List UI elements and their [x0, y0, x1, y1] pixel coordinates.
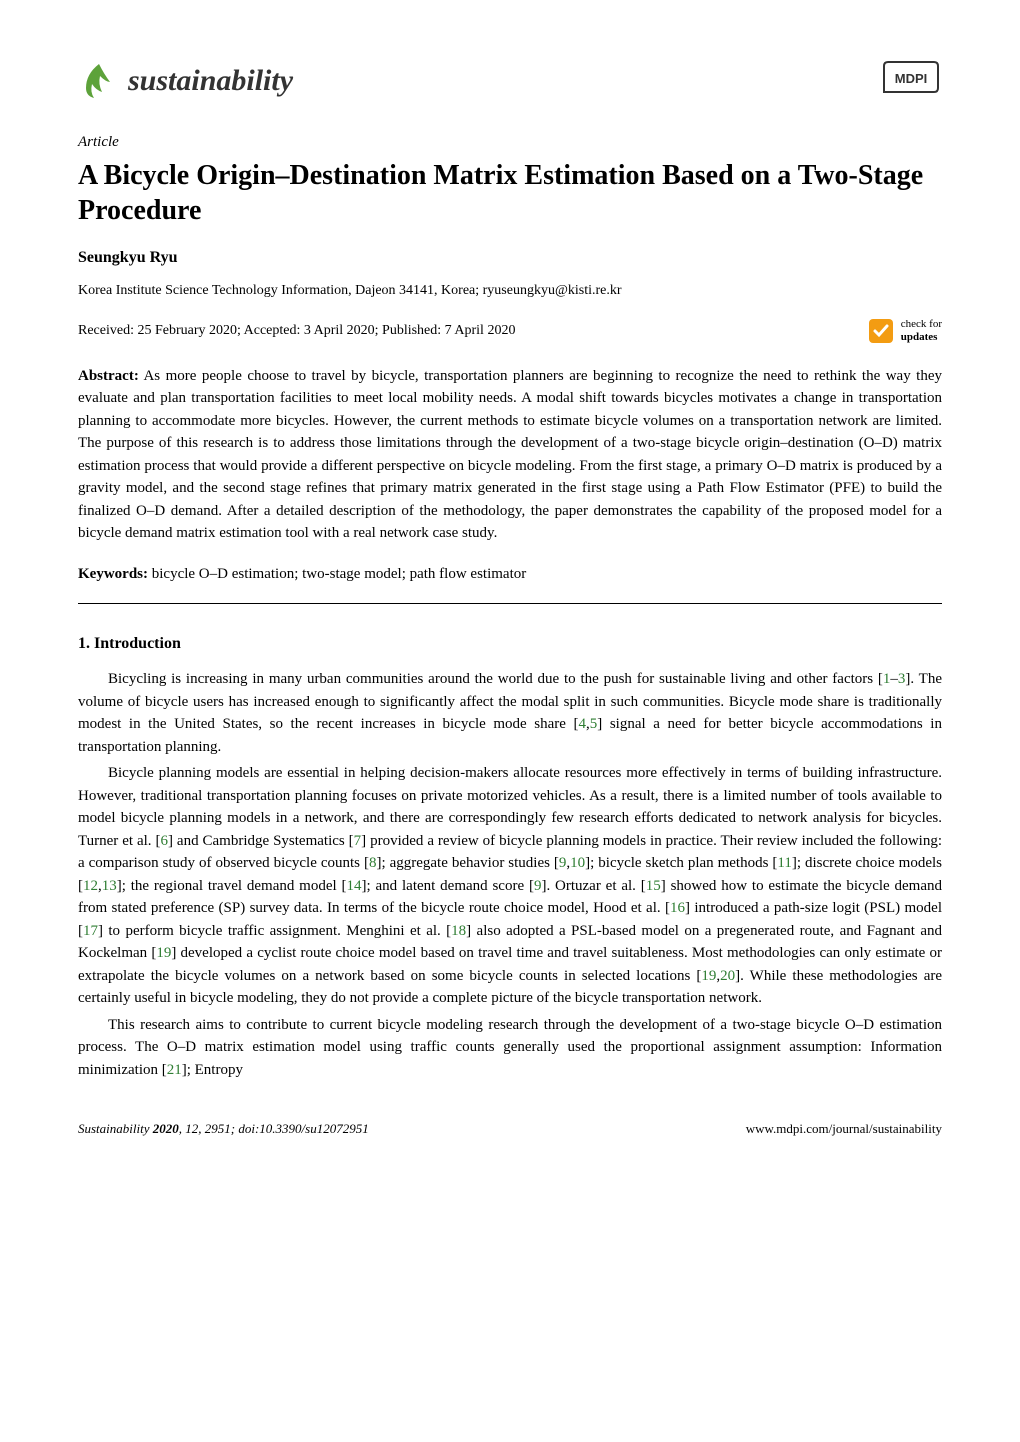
article-label: Article: [78, 131, 942, 154]
abstract-label: Abstract:: [78, 368, 139, 384]
ref-link[interactable]: 13: [102, 878, 117, 894]
check-updates-line2: updates: [901, 331, 942, 343]
keywords: Keywords: bicycle O–D estimation; two-st…: [78, 563, 942, 586]
ref-link[interactable]: 18: [451, 923, 466, 939]
dates-row: Received: 25 February 2020; Accepted: 3 …: [78, 317, 942, 345]
ref-link[interactable]: 15: [646, 878, 661, 894]
author-affiliation: Korea Institute Science Technology Infor…: [78, 280, 942, 301]
abstract-text: As more people choose to travel by bicyc…: [78, 368, 942, 542]
ref-link[interactable]: 17: [83, 923, 98, 939]
publication-dates: Received: 25 February 2020; Accepted: 3 …: [78, 320, 515, 341]
ref-link[interactable]: 11: [777, 855, 791, 871]
article-title: A Bicycle Origin–Destination Matrix Esti…: [78, 158, 942, 228]
journal-name: sustainability: [128, 58, 293, 103]
section-1-heading: 1. Introduction: [78, 632, 942, 656]
ref-link[interactable]: 20: [720, 968, 735, 984]
svg-text:MDPI: MDPI: [895, 71, 928, 86]
page-footer: Sustainability 2020, 12, 2951; doi:10.33…: [78, 1119, 942, 1139]
check-updates-badge[interactable]: check for updates: [867, 317, 942, 345]
footer-citation: Sustainability 2020, 12, 2951; doi:10.33…: [78, 1119, 369, 1139]
author-name: Seungkyu Ryu: [78, 246, 942, 270]
footer-url[interactable]: www.mdpi.com/journal/sustainability: [746, 1119, 942, 1139]
keywords-label: Keywords:: [78, 566, 148, 582]
ref-link[interactable]: 10: [570, 855, 585, 871]
ref-link[interactable]: 19: [701, 968, 716, 984]
intro-para-2: Bicycle planning models are essential in…: [78, 762, 942, 1010]
journal-logo: sustainability: [78, 58, 293, 103]
keywords-text: bicycle O–D estimation; two-stage model;…: [148, 566, 526, 582]
abstract: Abstract: As more people choose to trave…: [78, 365, 942, 545]
ref-link[interactable]: 14: [347, 878, 362, 894]
header: sustainability MDPI: [78, 58, 942, 103]
leaf-icon: [78, 60, 120, 102]
ref-link[interactable]: 6: [160, 833, 168, 849]
mdpi-logo: MDPI: [880, 58, 942, 96]
intro-para-1: Bicycling is increasing in many urban co…: [78, 668, 942, 758]
ref-link[interactable]: 21: [167, 1062, 182, 1078]
divider: [78, 603, 942, 604]
check-updates-line1: check for: [901, 318, 942, 330]
ref-link[interactable]: 16: [670, 900, 685, 916]
ref-link[interactable]: 19: [156, 945, 171, 961]
ref-link[interactable]: 4: [579, 716, 587, 732]
intro-para-3: This research aims to contribute to curr…: [78, 1014, 942, 1082]
check-updates-icon: [867, 317, 895, 345]
ref-link[interactable]: 12: [83, 878, 98, 894]
check-updates-text: check for updates: [901, 318, 942, 342]
